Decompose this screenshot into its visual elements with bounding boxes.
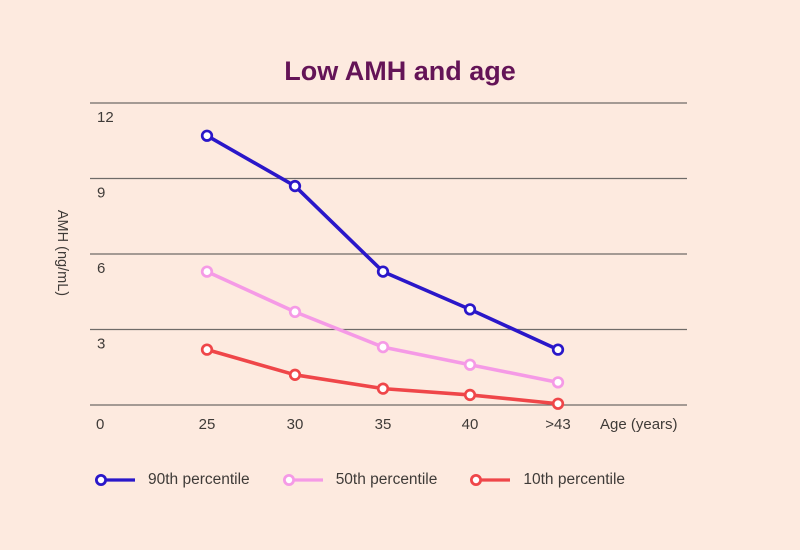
x-tick-label-25: 25	[199, 416, 216, 433]
legend-line-marker-icon	[282, 474, 323, 486]
legend-label: 10th percentile	[523, 471, 626, 488]
y-tick-label-9: 9	[97, 185, 105, 202]
data-point-10th-percentile-30	[288, 368, 302, 381]
data-point-10th-percentile->43	[551, 397, 565, 410]
origin-label: 0	[96, 416, 104, 433]
data-point-50th-percentile->43	[551, 376, 565, 389]
legend-item-90th-percentile: 90th percentile	[93, 471, 250, 489]
data-point-10th-percentile-35	[376, 382, 390, 395]
data-point-50th-percentile-35	[376, 340, 390, 354]
data-point-50th-percentile-40	[463, 358, 477, 371]
series-line-10th-percentile	[205, 347, 560, 406]
x-tick-label-40: 40	[462, 416, 479, 433]
x-tick-label->43: >43	[545, 416, 570, 433]
legend-label: 50th percentile	[335, 471, 438, 488]
x-tick-label-30: 30	[287, 416, 304, 433]
x-tick-label-35: 35	[375, 416, 392, 433]
y-tick-label-3: 3	[97, 336, 105, 353]
x-axis-title: Age (years)	[600, 416, 678, 433]
legend: 90th percentile 50th percentile 10th per…	[93, 471, 625, 489]
legend-item-50th-percentile: 50th percentile	[281, 471, 438, 489]
y-tick-label-12: 12	[97, 109, 114, 126]
legend-item-10th-percentile: 10th percentile	[468, 471, 625, 489]
data-point-10th-percentile-40	[463, 388, 477, 402]
data-point-10th-percentile-25	[200, 343, 214, 356]
data-point-90th-percentile-40	[463, 303, 477, 316]
data-point-50th-percentile-30	[288, 305, 302, 319]
data-point-90th-percentile-30	[288, 179, 302, 193]
data-point-50th-percentile-25	[200, 265, 214, 278]
legend-line-marker-icon	[470, 474, 511, 486]
data-point-90th-percentile->43	[551, 343, 565, 356]
legend-label: 90th percentile	[148, 471, 250, 488]
y-tick-label-6: 6	[97, 260, 105, 277]
legend-line-marker-icon	[95, 474, 135, 486]
data-point-90th-percentile-25	[200, 129, 214, 142]
chart-title: Low AMH and age	[284, 56, 516, 86]
series-line-90th-percentile	[205, 133, 560, 352]
data-point-90th-percentile-35	[376, 265, 390, 278]
